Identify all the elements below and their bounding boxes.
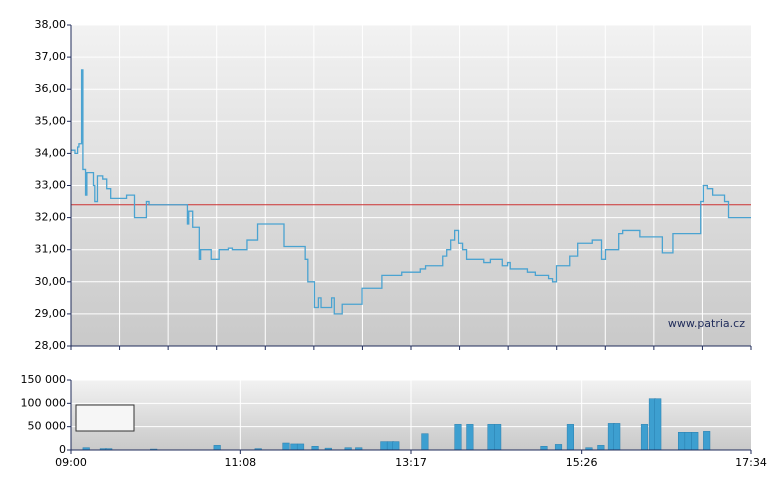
y-tick-label: 150 000: [21, 373, 67, 386]
volume-bar: [684, 432, 692, 451]
watermark: www.patria.cz: [668, 317, 745, 330]
y-tick-label: 34,00: [35, 146, 67, 159]
volume-bar: [296, 443, 305, 451]
y-tick-label: 36,00: [35, 82, 67, 95]
y-tick-label: 31,00: [35, 243, 67, 256]
volume-bar: [597, 445, 605, 451]
y-tick-label: 37,00: [35, 50, 67, 63]
volume-bar: [540, 446, 548, 451]
volume-bar: [703, 431, 711, 451]
x-tick-label: 15:26: [566, 456, 598, 469]
volume-bar: [311, 446, 319, 451]
y-tick-label: 38,00: [35, 18, 67, 31]
volume-bar: [494, 424, 502, 451]
volume-bar: [566, 424, 574, 451]
volume-bar: [213, 445, 221, 451]
y-tick-label: 100 000: [21, 396, 67, 409]
y-tick-label: 0: [59, 443, 66, 456]
volume-bar: [654, 398, 662, 451]
volume-bar: [691, 432, 699, 451]
legend-box: [75, 404, 135, 432]
x-tick-label: 17:34: [735, 456, 767, 469]
volume-bar: [466, 424, 474, 451]
volume-bar: [554, 444, 563, 451]
y-tick-label: 29,00: [35, 307, 67, 320]
y-tick-label: 50 000: [28, 420, 67, 433]
y-tick-label: 35,00: [35, 114, 67, 127]
volume-bar: [487, 424, 495, 451]
price-line: [71, 69, 751, 315]
volume-bar: [640, 424, 649, 451]
volume-bar: [290, 443, 298, 451]
volume-bar: [613, 423, 621, 451]
x-tick-label: 11:08: [224, 456, 256, 469]
x-tick-label: 09:00: [55, 456, 87, 469]
y-tick-label: 32,00: [35, 211, 67, 224]
y-tick-label: 30,00: [35, 275, 67, 288]
marks: 28,00 29,00 30,00 31,00 32,00 33,00 34,00 35,00…: [21, 18, 767, 469]
volume-bar: [392, 441, 400, 451]
volume-bar: [454, 424, 462, 451]
volume-bar: [421, 433, 429, 451]
volume-bar: [282, 442, 290, 451]
x-tick-label: 13:17: [395, 456, 427, 469]
y-tick-label: 33,00: [35, 179, 67, 192]
volume-bar: [380, 441, 388, 451]
volume-bar: [677, 432, 686, 451]
y-tick-label: 28,00: [35, 339, 67, 352]
